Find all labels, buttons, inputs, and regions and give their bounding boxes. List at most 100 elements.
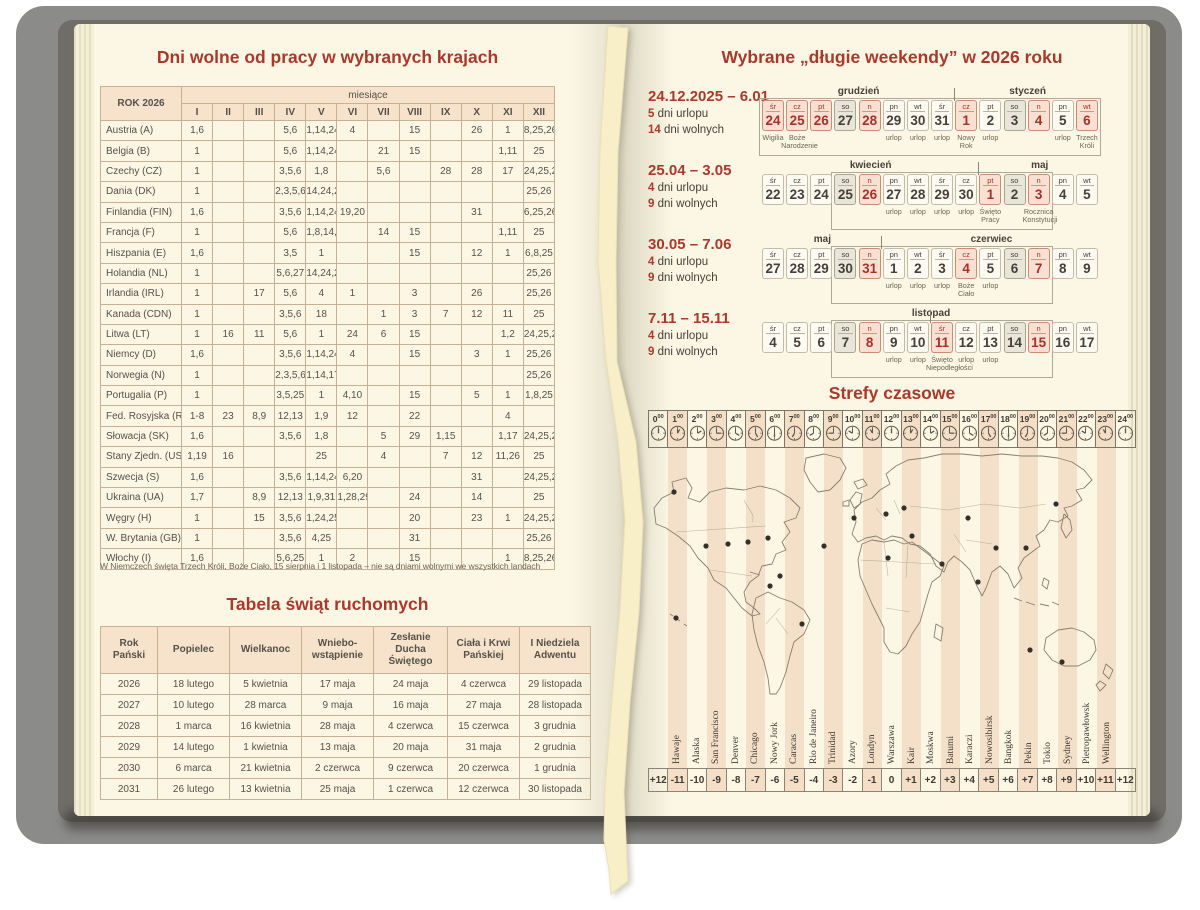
feast-date-cell: 2031 [100, 778, 158, 800]
day-cell: pt 13 [979, 322, 1002, 353]
holiday-days-cell: 24,25,26 [522, 466, 556, 489]
city-dot [851, 515, 857, 521]
free-days-line: 9 dni wolnych [648, 346, 718, 358]
timezone-stripe [1057, 448, 1078, 768]
holiday-days-cell: 1,14,24,25 [305, 140, 338, 162]
holiday-days-cell [367, 119, 400, 142]
day-note: urlop [909, 207, 926, 216]
day-note: Święto Niepodległości [926, 355, 973, 373]
holiday-days-cell [336, 527, 369, 550]
country-cell: Litwa (LT) [100, 323, 182, 346]
holiday-days-cell: 15 [243, 507, 276, 529]
border-us-mexico [709, 569, 753, 577]
holiday-days-cell: 2,3,5,6 [274, 181, 307, 203]
feast-date-cell: 1 czerwca [373, 778, 448, 800]
table-row: Ukraina (UA) 1,7 8,9 12,13 1,9,31 1,28,29 24 14… [100, 487, 556, 509]
clock-icon [825, 425, 841, 441]
continent-australia [1043, 627, 1097, 667]
holiday-days-cell: 1 [180, 160, 214, 183]
holiday-days-cell [336, 221, 369, 244]
day-note: urlop [1054, 133, 1071, 142]
hour-value: 10 [844, 413, 855, 424]
hour-label: 100 [672, 412, 683, 424]
offset-cell: -3 [823, 769, 844, 791]
day-number: 30 [837, 261, 853, 276]
offset-cell: -7 [746, 769, 766, 791]
day-number: 22 [765, 187, 781, 202]
holiday-days-cell [429, 140, 462, 162]
islands-hawaii [669, 613, 688, 627]
table-row: 2026 18 lutego 5 kwietnia 17 maja 24 maja 4 c… [100, 673, 591, 695]
hour-superscript: 00 [1048, 414, 1055, 420]
day-cell: n 15 [1027, 322, 1050, 353]
day-cell: so 25 [834, 174, 857, 205]
country-cell: Czechy (CZ) [100, 160, 182, 183]
holiday-days-cell: 14,24,25 [305, 262, 338, 285]
day-cell: pn 5 [1051, 100, 1074, 131]
holidays-table-body: Austria (A)1,65,61,14,24,254152618,25,26… [100, 119, 556, 570]
holiday-days-cell: 12,13 [274, 405, 307, 427]
holiday-days-cell: 4 [305, 283, 338, 305]
holiday-days-cell [212, 201, 245, 223]
day-of-week-label: n [1031, 176, 1047, 186]
holiday-days-cell [212, 466, 245, 489]
day-of-week-label: n [862, 176, 877, 186]
hour-value: 8 [808, 413, 814, 424]
hour-value: 15 [942, 413, 952, 424]
day-of-week-label: n [1031, 102, 1047, 112]
offset-cell: -10 [688, 769, 708, 791]
island-philippines [1041, 577, 1050, 590]
hour-value: 21 [1058, 413, 1069, 424]
hour-label: 500 [750, 412, 761, 424]
feast-date-cell: 18 lutego [157, 673, 230, 695]
holiday-days-cell [460, 323, 493, 346]
country-cell: Węgry (H) [100, 507, 182, 529]
holiday-days-cell: 1,9,31 [305, 487, 338, 509]
day-number: 15 [1031, 335, 1047, 350]
country-cell: Portugalia (P) [100, 385, 182, 407]
holiday-days-cell [398, 160, 431, 183]
day-number: 3 [1010, 113, 1019, 128]
day-number: 5 [986, 261, 995, 276]
day-of-week-label: pt [982, 102, 998, 112]
holiday-days-cell: 15 [398, 221, 431, 244]
holiday-days-cell: 5,6 [274, 283, 307, 305]
day-note: urlop [885, 133, 902, 142]
feast-date-cell: 24 maja [373, 673, 448, 695]
day-of-week-label: so [838, 250, 853, 260]
month-column-header: VI [336, 103, 369, 121]
timezone-map-area: Hawaje Alaska San Francisco Denver Chicago No… [648, 448, 1136, 768]
country-cell: Belgia (B) [100, 140, 182, 162]
clock-cell: 1900 [1018, 411, 1038, 447]
clock-icon [1000, 425, 1016, 441]
holiday-days-cell: 3 [398, 303, 431, 325]
holiday-days-cell [367, 527, 400, 550]
day-of-week-label: cz [958, 176, 974, 186]
city-label: Nowosibirsk [984, 715, 995, 764]
clock-cell: 500 [746, 411, 766, 447]
day-number: 5 [793, 335, 801, 350]
city-dot [993, 545, 999, 551]
timezone-stripe [1018, 448, 1039, 768]
month-column-header: III [243, 103, 276, 121]
holiday-days-cell: 11 [243, 323, 276, 346]
hour-superscript: 00 [793, 414, 800, 420]
day-of-week-label: cz [958, 250, 974, 260]
city-dots [671, 489, 1065, 665]
table-row: 2027 10 lutego 28 marca 9 maja 16 maja 27 maj… [100, 694, 591, 716]
holiday-days-cell [429, 487, 462, 509]
feast-date-cell: 13 kwietnia [229, 778, 302, 800]
month-column-header: I [180, 103, 214, 121]
holiday-days-cell [460, 405, 493, 427]
day-cell: so 3 [1003, 100, 1026, 131]
urlop-count: 4 [648, 330, 655, 342]
hour-label: 1300 [903, 412, 919, 424]
holiday-days-cell: 12,13 [274, 487, 307, 509]
day-of-week-label: śr [765, 324, 781, 334]
